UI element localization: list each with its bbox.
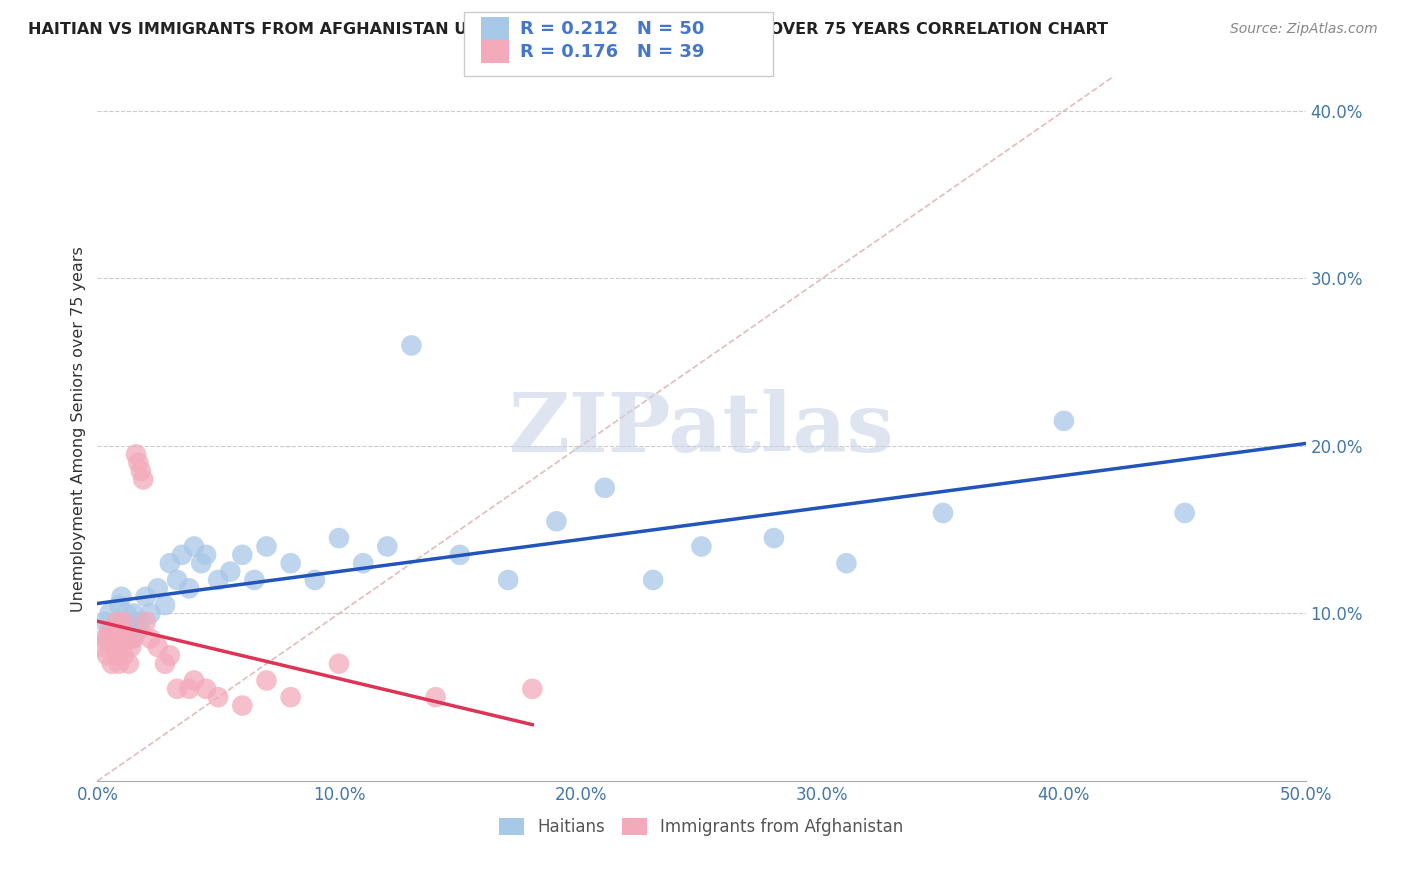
Point: [129, 615, 152, 629]
Point: [304, 573, 326, 587]
Point: [132, 473, 155, 487]
Point: [449, 548, 471, 562]
Point: [207, 690, 229, 705]
Point: [96, 648, 118, 663]
Point: [127, 456, 149, 470]
Text: Source: ZipAtlas.com: Source: ZipAtlas.com: [1230, 22, 1378, 37]
Point: [762, 531, 785, 545]
Point: [108, 598, 131, 612]
Point: [243, 573, 266, 587]
Point: [375, 540, 398, 554]
Point: [96, 632, 118, 646]
Point: [103, 640, 125, 654]
Point: [108, 632, 131, 646]
Point: [122, 607, 145, 621]
Point: [280, 556, 302, 570]
Point: [91, 640, 114, 654]
Text: R = 0.176   N = 39: R = 0.176 N = 39: [520, 43, 704, 61]
Point: [127, 624, 149, 638]
Point: [546, 514, 568, 528]
Point: [643, 573, 665, 587]
Point: [256, 540, 278, 554]
Point: [105, 615, 128, 629]
Point: [98, 624, 121, 638]
Point: [179, 582, 201, 596]
Point: [352, 556, 374, 570]
Point: [110, 640, 132, 654]
Point: [183, 540, 205, 554]
Point: [101, 657, 124, 671]
Point: [593, 481, 616, 495]
Point: [115, 632, 138, 646]
Point: [120, 640, 142, 654]
Point: [118, 624, 141, 638]
Point: [207, 573, 229, 587]
Point: [125, 447, 148, 461]
Point: [93, 632, 115, 646]
Point: [115, 607, 138, 621]
Point: [179, 681, 201, 696]
Point: [129, 464, 152, 478]
Point: [146, 582, 169, 596]
Text: ZIPatlas: ZIPatlas: [509, 389, 894, 469]
Point: [139, 607, 162, 621]
Point: [112, 615, 135, 629]
Point: [195, 681, 218, 696]
Point: [932, 506, 955, 520]
Point: [103, 640, 125, 654]
Point: [122, 632, 145, 646]
Point: [110, 624, 132, 638]
Point: [153, 657, 176, 671]
Point: [108, 657, 131, 671]
Point: [135, 590, 157, 604]
Point: [219, 565, 242, 579]
Point: [105, 648, 128, 663]
Point: [112, 615, 135, 629]
Point: [690, 540, 713, 554]
Y-axis label: Unemployment Among Seniors over 75 years: Unemployment Among Seniors over 75 years: [72, 246, 86, 612]
Point: [135, 615, 157, 629]
Point: [166, 573, 188, 587]
Point: [190, 556, 212, 570]
Point: [112, 648, 135, 663]
Point: [166, 681, 188, 696]
Point: [93, 615, 115, 629]
Point: [98, 607, 121, 621]
Text: R = 0.212   N = 50: R = 0.212 N = 50: [520, 20, 704, 37]
Point: [105, 615, 128, 629]
Point: [425, 690, 447, 705]
Point: [146, 640, 169, 654]
Point: [139, 632, 162, 646]
Point: [256, 673, 278, 688]
Point: [118, 657, 141, 671]
Point: [1053, 414, 1076, 428]
Point: [231, 548, 253, 562]
Point: [195, 548, 218, 562]
Point: [101, 624, 124, 638]
Point: [159, 556, 181, 570]
Point: [170, 548, 193, 562]
Point: [328, 531, 350, 545]
Point: [328, 657, 350, 671]
Point: [125, 615, 148, 629]
Legend: Haitians, Immigrants from Afghanistan: Haitians, Immigrants from Afghanistan: [492, 812, 910, 843]
Point: [835, 556, 858, 570]
Point: [153, 598, 176, 612]
Point: [103, 632, 125, 646]
Point: [522, 681, 544, 696]
Point: [280, 690, 302, 705]
Point: [120, 632, 142, 646]
Point: [496, 573, 519, 587]
Point: [159, 648, 181, 663]
Point: [110, 632, 132, 646]
Point: [231, 698, 253, 713]
Point: [1174, 506, 1197, 520]
Text: HAITIAN VS IMMIGRANTS FROM AFGHANISTAN UNEMPLOYMENT AMONG SENIORS OVER 75 YEARS : HAITIAN VS IMMIGRANTS FROM AFGHANISTAN U…: [28, 22, 1108, 37]
Point: [401, 338, 423, 352]
Point: [183, 673, 205, 688]
Point: [110, 590, 132, 604]
